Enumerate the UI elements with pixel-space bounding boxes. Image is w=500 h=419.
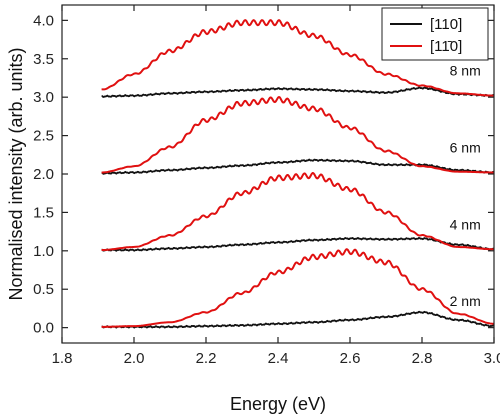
y-axis-ticks: 0.0 0.5 1.0 1.5 2.0 2.5 3.0 3.5 4.0	[33, 12, 494, 337]
series-line-red	[101, 95, 495, 174]
thickness-label: 8 nm	[450, 63, 481, 79]
x-tick-label: 2.4	[268, 350, 289, 367]
series-line-black	[101, 86, 495, 98]
annotations: 8 nm 6 nm 4 nm 2 nm	[450, 63, 481, 309]
x-tick-label: 2.6	[340, 350, 361, 367]
y-tick-label: 3.0	[33, 89, 54, 106]
thickness-label: 6 nm	[450, 139, 481, 155]
x-tick-label: 2.2	[196, 350, 217, 367]
x-tick-label: 3.0	[484, 350, 500, 367]
series-line-black	[101, 236, 495, 252]
legend-label: [11̄0]	[430, 38, 462, 55]
y-axis-title: Normalised intensity (arb. units)	[6, 47, 26, 300]
x-axis-ticks: 1.8 2.0 2.2 2.4 2.6 2.8 3.0	[52, 5, 500, 367]
series-line-black	[101, 158, 495, 175]
plot-series	[101, 19, 495, 329]
x-tick-label: 2.8	[412, 350, 433, 367]
x-tick-label: 1.8	[52, 350, 73, 367]
series-line-red	[101, 19, 495, 97]
legend-box	[381, 7, 489, 61]
thickness-label: 2 nm	[450, 293, 481, 309]
series-line-black	[101, 310, 495, 329]
series-line-red	[101, 248, 495, 328]
y-tick-label: 1.5	[33, 204, 54, 221]
legend-label: [110]	[430, 16, 462, 33]
series-line-red	[101, 172, 495, 252]
x-tick-label: 2.0	[124, 350, 145, 367]
x-axis-title: Energy (eV)	[230, 394, 326, 414]
legend: [110] [11̄0]	[381, 7, 489, 61]
y-tick-label: 0.0	[33, 320, 54, 337]
thickness-label: 4 nm	[450, 216, 481, 232]
y-tick-label: 0.5	[33, 281, 54, 298]
y-tick-label: 4.0	[33, 12, 54, 29]
y-tick-label: 2.5	[33, 128, 54, 145]
y-tick-label: 1.0	[33, 243, 54, 260]
y-tick-label: 2.0	[33, 166, 54, 183]
y-tick-label: 3.5	[33, 51, 54, 68]
